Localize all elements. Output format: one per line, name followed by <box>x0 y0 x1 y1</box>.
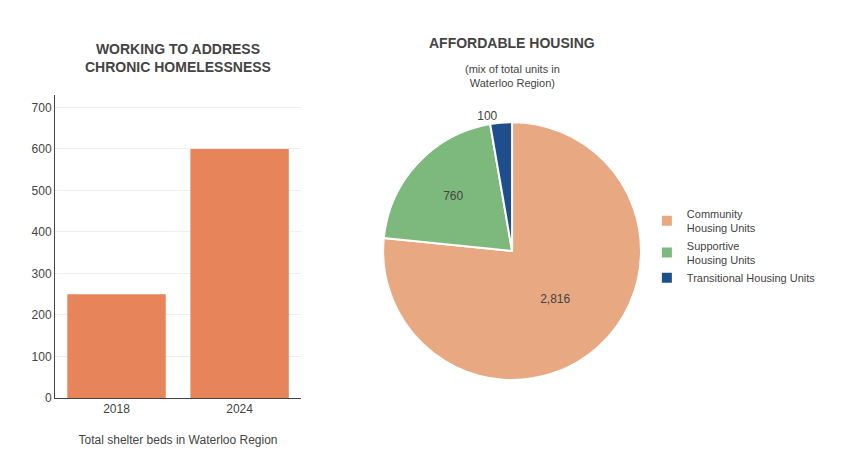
svg-text:Transitional Housing Units: Transitional Housing Units <box>687 272 815 284</box>
svg-text:Total shelter beds in Waterloo: Total shelter beds in Waterloo Region <box>79 433 278 447</box>
svg-text:2,816: 2,816 <box>540 292 570 306</box>
svg-text:WORKING TO ADDRESSCHRONIC HOME: WORKING TO ADDRESSCHRONIC HOMELESSNESS <box>85 41 271 75</box>
svg-text:400: 400 <box>32 225 52 239</box>
svg-text:2018: 2018 <box>103 402 130 416</box>
svg-text:(mix of total units inWaterloo: (mix of total units inWaterloo Region) <box>465 63 560 89</box>
svg-text:0: 0 <box>45 391 52 405</box>
svg-text:200: 200 <box>32 308 52 322</box>
svg-text:600: 600 <box>32 142 52 156</box>
svg-text:SupportiveHousing Units: SupportiveHousing Units <box>687 240 756 266</box>
svg-text:2024: 2024 <box>226 402 253 416</box>
svg-text:AFFORDABLE HOUSING: AFFORDABLE HOUSING <box>429 35 595 51</box>
svg-text:100: 100 <box>477 109 497 123</box>
svg-text:300: 300 <box>32 267 52 281</box>
svg-text:760: 760 <box>443 189 463 203</box>
svg-text:700: 700 <box>32 101 52 115</box>
svg-text:CommunityHousing Units: CommunityHousing Units <box>687 208 756 234</box>
svg-text:500: 500 <box>32 184 52 198</box>
svg-text:100: 100 <box>32 350 52 364</box>
